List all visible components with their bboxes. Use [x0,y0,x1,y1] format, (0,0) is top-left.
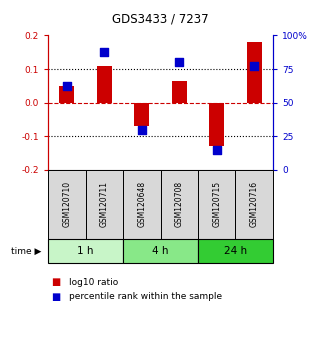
Bar [97,65,112,103]
Point [177,59,182,65]
Bar [59,86,74,103]
Text: GSM120710: GSM120710 [62,181,71,228]
Bar [247,42,262,103]
Text: GSM120715: GSM120715 [212,181,221,228]
Text: 4 h: 4 h [152,246,169,256]
Point [102,49,107,55]
Point [64,83,69,88]
Bar [209,103,224,146]
Bar [134,103,149,126]
Text: GSM120708: GSM120708 [175,181,184,228]
Text: GSM120716: GSM120716 [250,181,259,228]
Text: ■: ■ [51,278,61,287]
Text: GSM120711: GSM120711 [100,182,109,227]
Text: 1 h: 1 h [77,246,94,256]
Point [214,147,219,153]
Bar [172,81,187,103]
Text: 24 h: 24 h [224,246,247,256]
Text: ■: ■ [51,292,61,302]
Point [252,63,257,69]
Point [139,127,144,132]
Text: log10 ratio: log10 ratio [69,278,118,287]
Text: percentile rank within the sample: percentile rank within the sample [69,292,222,301]
Text: GSM120648: GSM120648 [137,181,146,228]
Text: GDS3433 / 7237: GDS3433 / 7237 [112,12,209,25]
Text: time ▶: time ▶ [11,246,42,256]
